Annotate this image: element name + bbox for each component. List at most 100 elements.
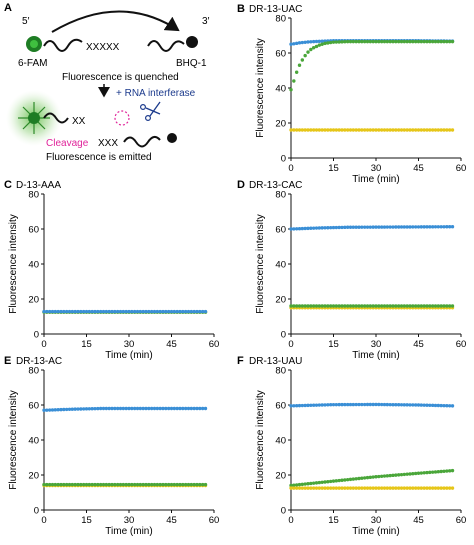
chart-d: D DR-13-CAC 0 20 40 60 80 0 15 30 45 60 Time (min) Fl… xyxy=(237,179,466,361)
data-point xyxy=(396,473,401,477)
data-point xyxy=(306,128,310,132)
data-point xyxy=(175,309,179,314)
data-point xyxy=(158,406,162,411)
data-point xyxy=(161,309,165,314)
data-point xyxy=(309,40,313,44)
data-point xyxy=(297,403,302,408)
data-point xyxy=(62,407,66,412)
data-point xyxy=(362,39,367,44)
data-point xyxy=(56,482,60,487)
x-tick-label: 45 xyxy=(166,339,177,350)
data-point xyxy=(447,486,452,490)
data-point xyxy=(90,309,94,314)
data-point xyxy=(300,58,305,62)
data-point xyxy=(152,482,157,487)
data-point xyxy=(64,309,69,314)
data-point xyxy=(300,482,305,487)
data-point xyxy=(147,406,151,411)
data-point xyxy=(138,482,143,487)
data-point xyxy=(402,472,407,477)
data-point xyxy=(309,481,313,486)
data-point xyxy=(368,402,373,407)
data-point xyxy=(331,402,336,407)
data-point xyxy=(314,481,319,485)
data-point xyxy=(382,474,387,478)
data-point xyxy=(292,227,296,231)
data-point xyxy=(93,309,97,314)
data-point xyxy=(343,40,347,44)
data-point xyxy=(362,128,367,132)
data-point xyxy=(402,486,407,490)
data-point xyxy=(425,304,429,308)
data-point xyxy=(152,406,157,411)
emitted-text: Fluorescence is emitted xyxy=(46,152,152,163)
data-point xyxy=(203,482,208,487)
data-point xyxy=(348,486,353,490)
data-point xyxy=(144,482,148,487)
data-point xyxy=(402,128,407,132)
data-point xyxy=(107,309,111,314)
data-point xyxy=(306,40,310,44)
data-point xyxy=(357,402,361,407)
data-point xyxy=(127,482,131,487)
data-point xyxy=(445,39,449,44)
data-point xyxy=(320,304,324,308)
data-point xyxy=(115,309,120,314)
three-prime-label: 3′ xyxy=(202,16,210,27)
data-point xyxy=(343,402,347,407)
data-point xyxy=(402,304,407,308)
data-point xyxy=(433,225,438,229)
data-point xyxy=(189,309,194,314)
data-point xyxy=(368,225,373,229)
data-point xyxy=(166,309,171,314)
data-point xyxy=(84,407,89,411)
data-point xyxy=(320,42,324,46)
data-point xyxy=(399,128,404,132)
data-point xyxy=(155,406,160,411)
data-point xyxy=(323,226,327,230)
bhq-quencher xyxy=(186,36,198,48)
data-point xyxy=(408,39,412,44)
data-point xyxy=(320,128,324,132)
data-point xyxy=(198,406,202,411)
data-point xyxy=(422,225,426,229)
panel-label: E xyxy=(4,355,11,367)
data-point xyxy=(365,304,370,308)
data-point xyxy=(53,482,58,487)
data-point xyxy=(300,304,305,308)
data-point xyxy=(303,486,307,490)
y-tick-label: 40 xyxy=(275,84,286,95)
data-point xyxy=(340,40,344,44)
data-point xyxy=(294,486,299,490)
data-point xyxy=(149,309,154,314)
data-point xyxy=(67,407,72,412)
data-point xyxy=(331,225,336,230)
data-point xyxy=(402,403,407,407)
data-point xyxy=(70,309,75,314)
fam-core xyxy=(30,40,38,48)
data-point xyxy=(371,225,375,229)
data-point xyxy=(343,128,347,132)
data-point xyxy=(408,403,412,407)
data-point xyxy=(294,128,299,132)
data-point xyxy=(340,225,344,230)
panel-label: C xyxy=(4,179,12,191)
data-point xyxy=(79,482,83,487)
data-point xyxy=(405,403,409,407)
data-point xyxy=(328,225,333,230)
data-point xyxy=(354,304,358,308)
data-point xyxy=(357,225,361,229)
data-point xyxy=(314,403,319,407)
x-tick-label: 0 xyxy=(288,515,293,526)
data-point xyxy=(425,39,429,44)
data-point xyxy=(326,41,330,45)
series-blue xyxy=(42,406,208,412)
data-point xyxy=(391,304,395,308)
data-point xyxy=(292,79,296,83)
data-point xyxy=(101,482,106,487)
data-point xyxy=(164,406,168,411)
data-point xyxy=(388,304,392,308)
data-point xyxy=(101,406,106,411)
data-point xyxy=(98,482,103,487)
data-point xyxy=(47,309,52,314)
